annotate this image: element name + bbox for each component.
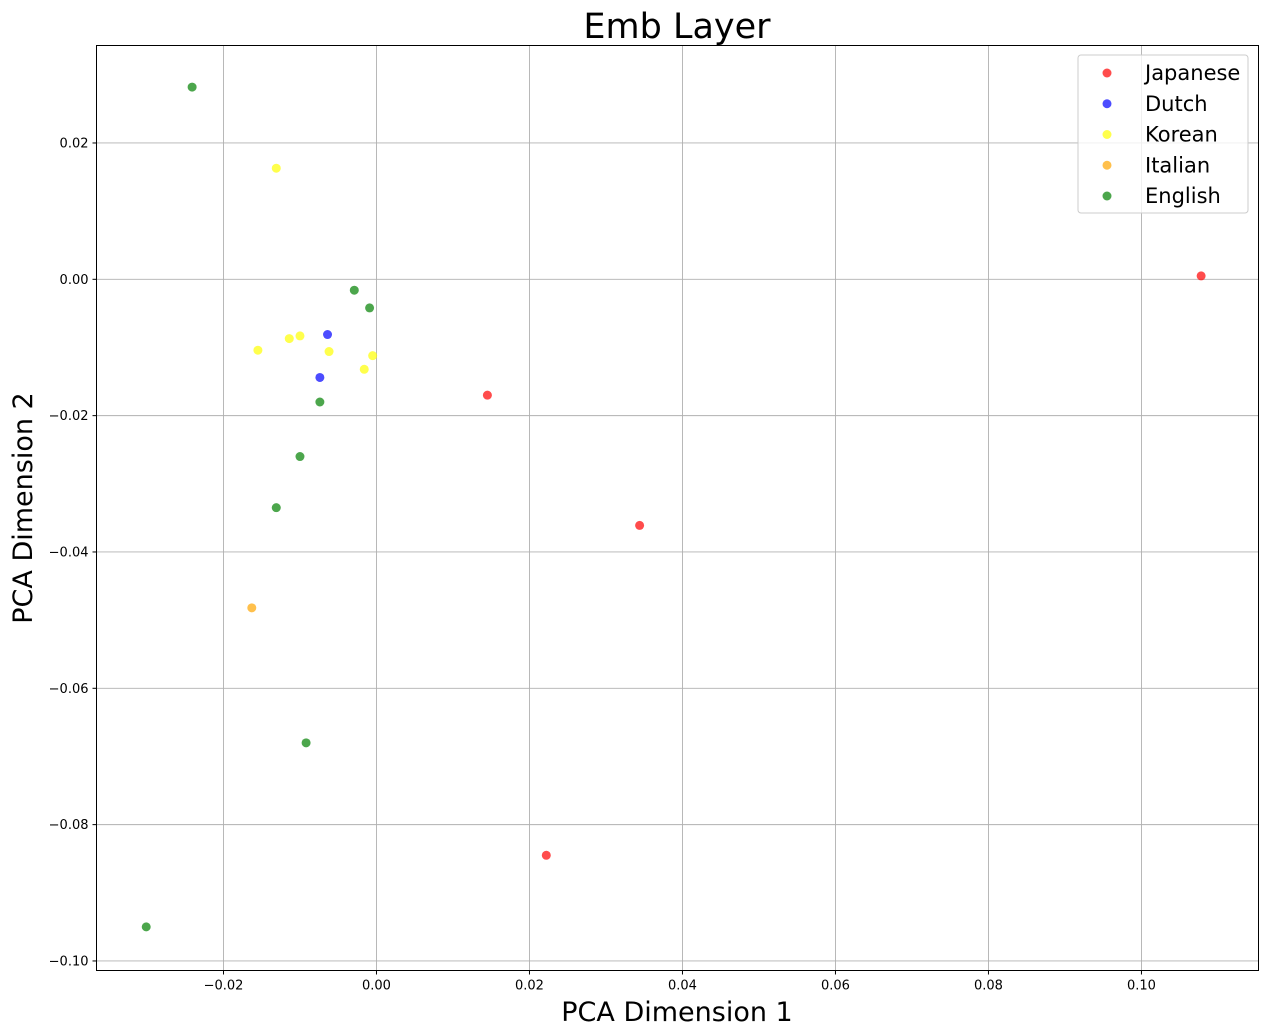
data-point-japanese (635, 520, 645, 530)
data-points (141, 82, 1206, 932)
plot-frame (96, 45, 1259, 971)
data-point-english (271, 503, 281, 513)
x-tick-label: 0.02 (515, 979, 544, 994)
data-point-korean (368, 351, 378, 361)
legend-marker (1102, 160, 1112, 170)
legend-label: Dutch (1145, 92, 1208, 116)
legend-label: Italian (1145, 153, 1210, 177)
legend-marker (1102, 130, 1112, 139)
data-point-korean (295, 331, 305, 341)
data-point-english (349, 285, 359, 295)
legend-marker (1102, 99, 1112, 109)
legend-box (1077, 54, 1249, 214)
data-point-japanese (1196, 271, 1206, 281)
legend-label: Japanese (1143, 61, 1240, 85)
x-tick-label: 0.00 (362, 979, 391, 994)
x-axis-title: PCA Dimension 1 (561, 997, 792, 1028)
y-tick-label: −0.06 (49, 682, 89, 697)
data-point-english (315, 397, 325, 407)
x-tick-label: −0.02 (204, 979, 244, 994)
legend-label: English (1145, 184, 1221, 208)
data-point-korean (271, 163, 281, 173)
data-point-english (141, 922, 151, 932)
data-point-korean (359, 364, 369, 374)
x-tick-label: 0.08 (974, 979, 1003, 994)
data-point-dutch (323, 330, 333, 340)
x-tick-label: 0.06 (821, 979, 850, 994)
legend-label: Korean (1145, 123, 1218, 147)
legend: Japanese Dutch Korean Italian English (1077, 54, 1249, 214)
y-tick-label: −0.10 (49, 954, 89, 969)
data-point-italian (247, 603, 257, 613)
data-point-english (187, 82, 197, 92)
grid-lines (96, 45, 1259, 971)
y-tick-label: 0.00 (60, 273, 89, 288)
y-tick-label: −0.08 (49, 818, 89, 833)
data-point-dutch (315, 372, 325, 382)
data-point-korean (324, 347, 334, 357)
chart-title: Emb Layer (583, 7, 771, 47)
y-tick-label: −0.02 (49, 409, 89, 424)
data-point-japanese (541, 850, 551, 860)
x-tick-label: 0.04 (668, 979, 697, 994)
y-tick-label: 0.02 (60, 136, 89, 151)
x-tick-label: 0.10 (1127, 979, 1156, 994)
data-point-korean (253, 345, 263, 355)
y-tick-label: −0.04 (49, 545, 89, 560)
legend-marker (1102, 191, 1112, 201)
data-point-english (365, 303, 375, 313)
data-point-english (295, 452, 305, 462)
legend-marker (1102, 68, 1112, 78)
data-point-korean (284, 334, 294, 344)
axis-ticks: −0.02 0.00 0.02 0.04 0.06 0.08 0.10 0.02 0.00 −0.… (49, 136, 1156, 993)
data-point-english (301, 738, 311, 748)
data-point-japanese (482, 390, 492, 400)
y-axis-title: PCA Dimension 2 (8, 392, 39, 623)
